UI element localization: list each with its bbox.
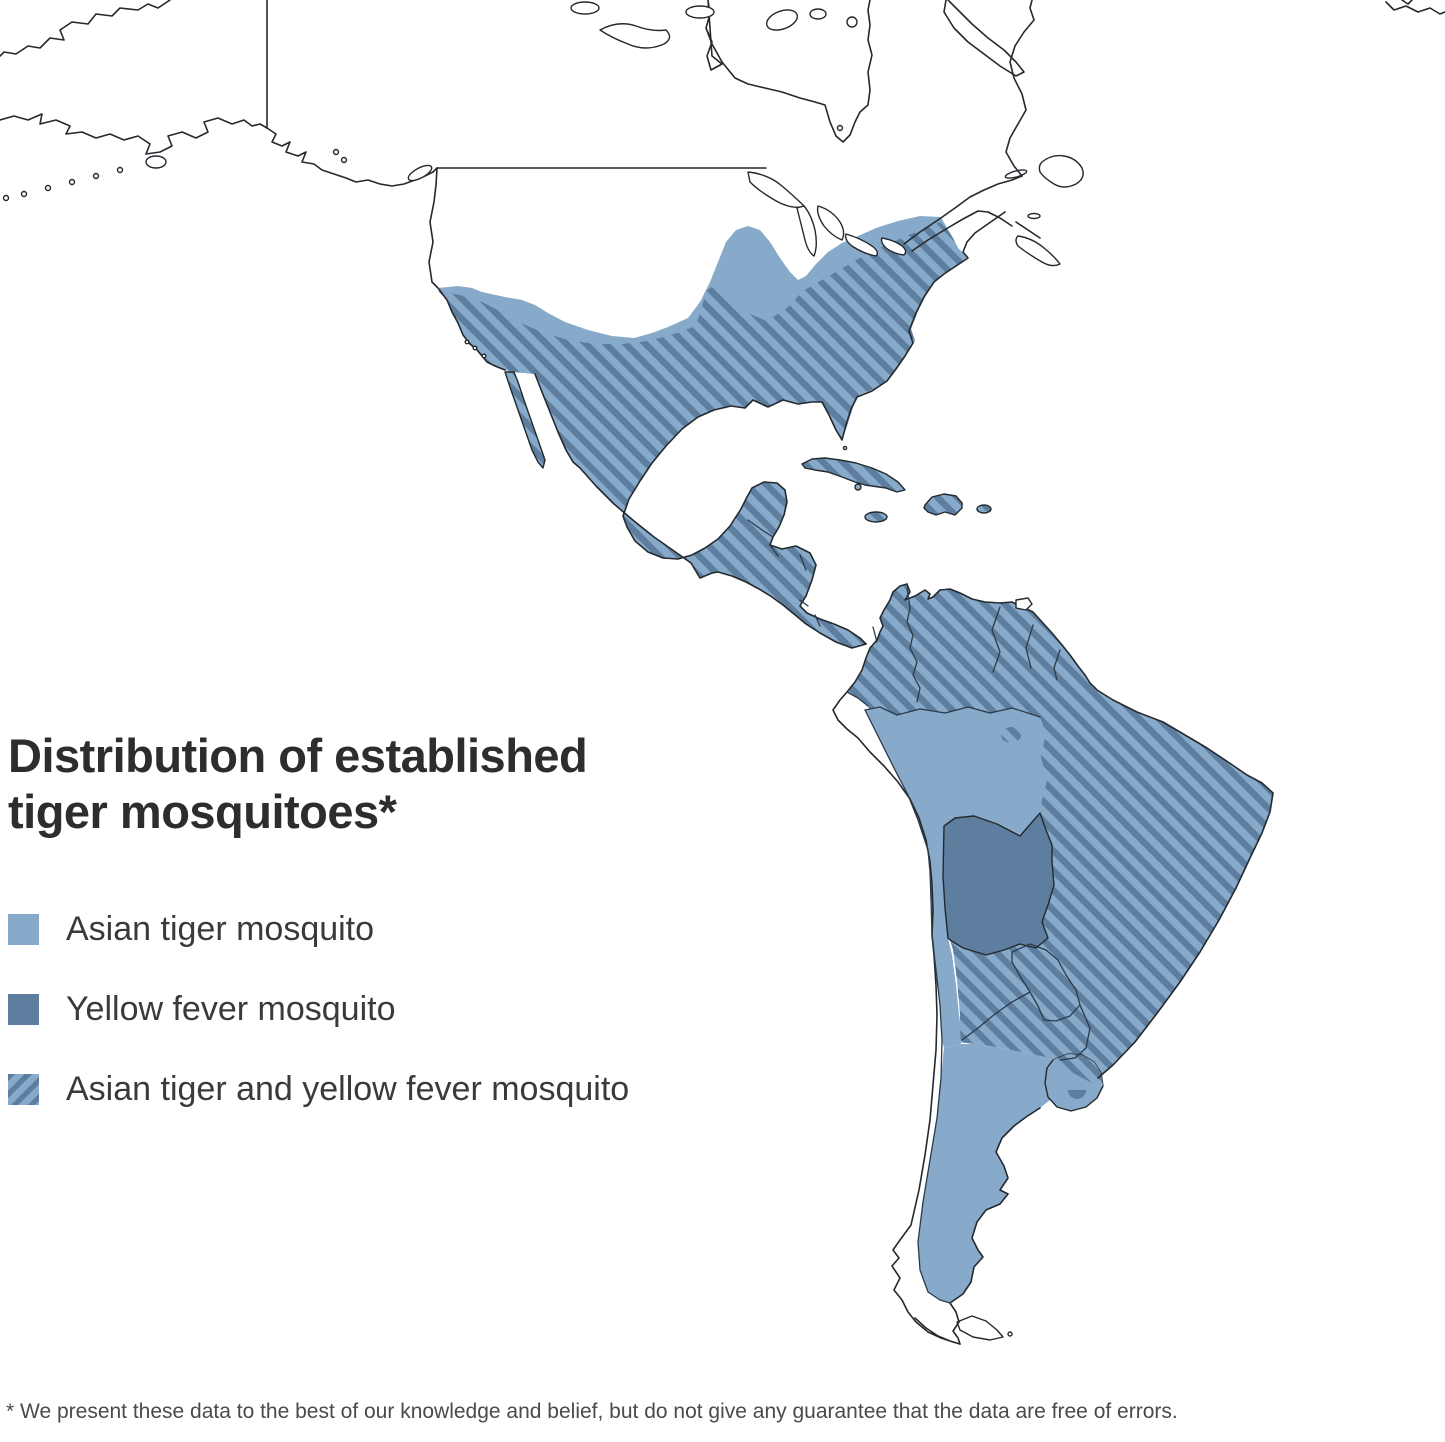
trinidad-island [1015,597,1033,611]
vancouver-island [407,164,433,182]
guyana-suriname-border [1025,624,1034,669]
james-bay-island [836,124,844,132]
page-title-line1: Distribution of established [8,729,588,782]
hudson-bay-coast [705,0,873,143]
lake-ontario [880,237,907,256]
lake-erie [844,233,879,257]
greenland-coast [1385,0,1445,15]
kodiak-island [145,155,167,169]
paraguay-border [1011,943,1081,1022]
region-uruguay-north-hatch [1053,1054,1103,1086]
anticosti-island [1004,169,1028,179]
region-jamaica [864,511,888,523]
prince-edward-island [1027,212,1041,220]
labrador-coast [1005,0,1035,177]
legend-label-asian-tiger: Asian tiger mosquito [66,910,375,948]
north-brazil-border [864,706,1041,718]
footnote: * We present these data to the best of o… [6,1400,1178,1423]
great-lakes [747,171,907,257]
legend-item-both: Asian tiger and yellow fever mosquito [8,1070,629,1108]
region-cuba [801,457,906,493]
page-title: Distribution of established tiger mosqui… [8,728,668,841]
venezuela-guyana-border [991,606,1001,673]
newfoundland [1038,154,1084,188]
region-baja-california [504,371,546,469]
british-columbia-coast [266,127,438,187]
region-isla-juventud [854,483,862,491]
argentina-paraguay-border [961,991,1031,1041]
legend-swatch-yellow-fever [8,994,39,1025]
page-title-line2: tiger mosquitoes* [8,785,397,839]
legend: Asian tiger mosquito Yellow fever mosqui… [8,910,629,1154]
california-channel-islands [464,339,487,359]
south-america-pacific-coast [832,639,961,1345]
alaska-north-coast [0,0,171,57]
region-puerto-rico [976,504,992,514]
ecuador-colombia-border [846,691,869,707]
colombia-venezuela-border [906,587,921,703]
legend-swatch-asian-tiger [8,914,39,945]
suriname-french-guiana-border [1053,649,1061,681]
legend-item-asian-tiger: Asian tiger mosquito [8,910,629,948]
south-america-north-coast [876,583,1274,1079]
baffin-island-coast [943,0,1025,77]
haida-gwaii-islands [332,148,340,156]
region-uruguay-south-pocket [1068,1090,1086,1099]
central-america-caribbean-coast [769,544,867,645]
region-argentina [918,1044,1057,1303]
legend-label-yellow-fever: Yellow fever mosquito [66,990,396,1028]
legend-item-yellow-fever: Yellow fever mosquito [8,990,629,1028]
central-america-pacific-coast [534,373,867,649]
region-southern-usa-mexico-central-america [438,222,967,648]
legend-swatch-both [8,1074,39,1105]
tierra-del-fuego [956,1315,1004,1341]
haida-gwaii-islands-2 [340,156,348,164]
argentina-brazil-border [1059,1004,1091,1061]
lake-michigan [796,205,817,257]
nova-scotia [1015,235,1061,267]
south-america-internal-borders [846,587,1091,1304]
st-lawrence-north-shore [969,175,1023,198]
region-northern-south-america-brazil [847,584,1273,1085]
alaska-south-coast [0,113,268,155]
region-bolivia [942,812,1055,956]
region-western-amazon [865,707,1047,1048]
us-west-coast [428,167,506,371]
arctic-islands [570,1,858,49]
lake-huron [816,205,845,241]
florida-keys [842,445,848,451]
lake-superior [747,171,805,209]
us-atlantic-gulf-coast [622,211,1006,560]
tierra-del-fuego-islet [1007,1331,1013,1337]
aleutian-islands [2,166,124,202]
region-hispaniola [923,493,963,516]
region-amazon-hatched-pocket [1001,727,1021,743]
legend-label-both: Asian tiger and yellow fever mosquito [66,1070,630,1108]
argentina-east-coast [949,1107,1041,1345]
andes-border-chain [864,709,951,1304]
